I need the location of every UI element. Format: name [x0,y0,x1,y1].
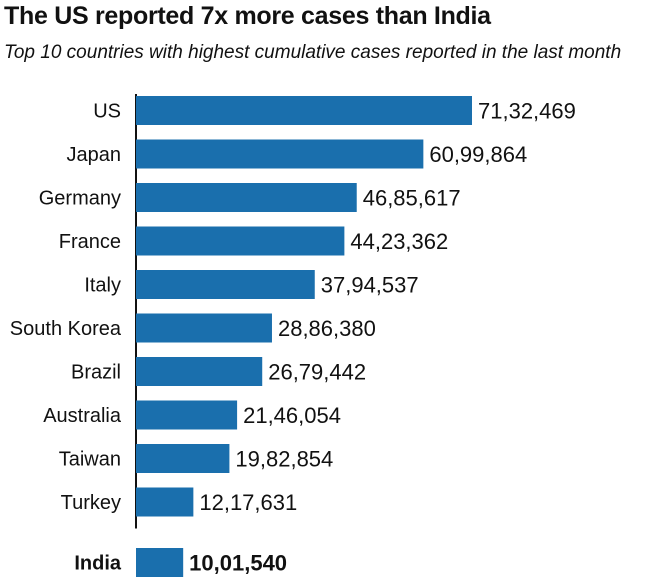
value-label-turkey: 12,17,631 [199,490,297,515]
value-label-france: 44,23,362 [350,229,448,254]
category-label-us: US [93,101,121,123]
category-label-taiwan: Taiwan [59,449,121,471]
bar-south-korea [136,313,272,343]
bar-turkey [136,487,194,517]
value-label-italy: 37,94,537 [321,273,419,298]
bar-japan [136,139,424,169]
bar-germany [136,183,357,212]
bar-australia [136,400,238,430]
category-label-india: India [74,553,122,575]
value-label-taiwan: 19,82,854 [235,447,333,472]
value-label-brazil: 26,79,442 [268,360,366,385]
value-label-south-korea: 28,86,380 [278,316,376,341]
category-label-south-korea: South Korea [10,318,122,340]
value-label-india: 10,01,540 [189,551,287,576]
category-label-france: France [59,231,121,253]
value-label-japan: 60,99,864 [429,142,527,167]
bar-italy [136,270,315,299]
chart-subtitle: Top 10 countries with highest cumulative… [4,42,622,63]
value-label-us: 71,32,469 [478,99,576,124]
category-label-italy: Italy [84,275,121,297]
bar-us [136,96,472,125]
bar-france [136,226,345,256]
category-label-germany: Germany [39,188,121,210]
category-label-australia: Australia [43,405,122,427]
category-label-brazil: Brazil [71,362,121,384]
category-label-turkey: Turkey [61,492,121,514]
bar-taiwan [136,444,230,473]
bar-brazil [136,357,263,386]
value-label-australia: 21,46,054 [243,403,341,428]
bar-india [136,548,184,577]
value-label-germany: 46,85,617 [363,186,461,211]
category-label-japan: Japan [67,144,122,166]
chart-title: The US reported 7x more cases than India [4,2,491,30]
